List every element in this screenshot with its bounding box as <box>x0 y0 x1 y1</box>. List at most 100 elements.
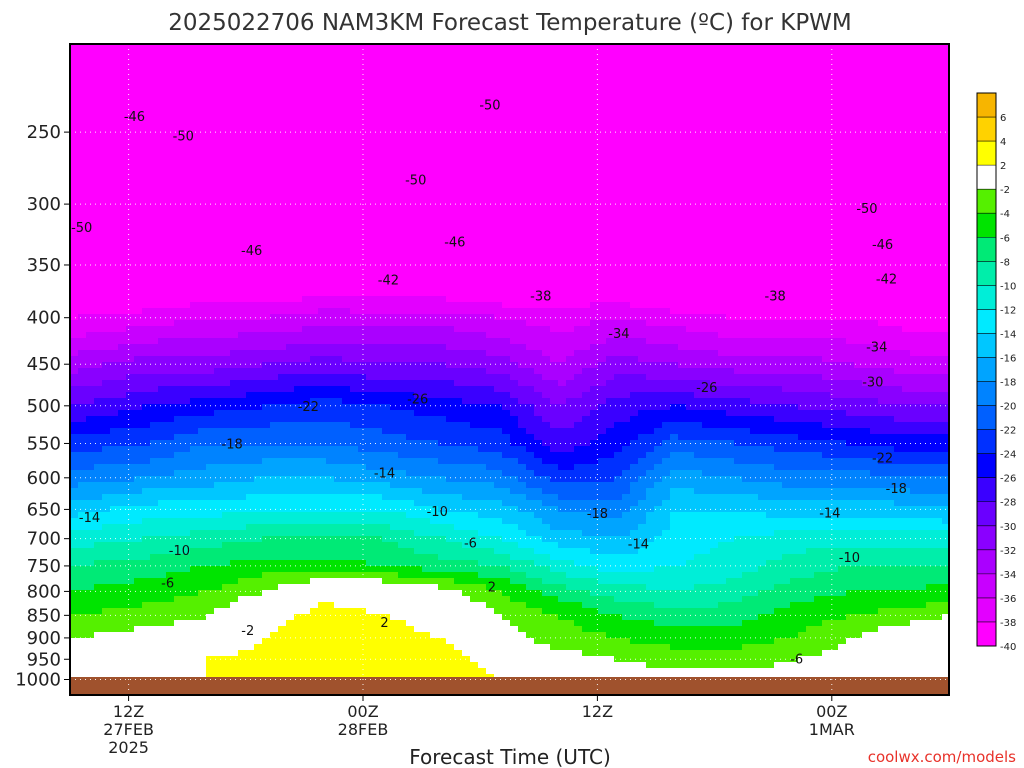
temperature-cell <box>670 194 679 201</box>
temperature-cell <box>726 110 735 117</box>
temperature-cell <box>558 278 567 285</box>
temperature-cell <box>582 50 591 57</box>
temperature-cell <box>94 170 103 177</box>
temperature-cell <box>646 200 655 207</box>
temperature-cell <box>294 290 303 297</box>
temperature-cell <box>822 296 831 303</box>
temperature-cell <box>830 80 839 87</box>
temperature-cell <box>518 128 527 135</box>
temperature-cell <box>278 176 287 183</box>
temperature-cell <box>446 230 455 237</box>
temperature-cell <box>238 56 247 63</box>
temperature-cell <box>662 254 671 261</box>
temperature-cell <box>566 272 575 279</box>
temperature-cell <box>902 122 911 129</box>
temperature-cell <box>718 278 727 285</box>
temperature-cell <box>126 44 135 51</box>
temperature-cell <box>630 290 639 297</box>
temperature-cell <box>406 86 415 93</box>
temperature-cell <box>894 308 903 315</box>
temperature-cell <box>102 194 111 201</box>
temperature-cell <box>590 194 599 201</box>
temperature-cell <box>934 236 943 243</box>
temperature-cell <box>238 302 247 309</box>
temperature-cell <box>518 116 527 123</box>
temperature-cell <box>630 122 639 129</box>
temperature-cell <box>742 98 751 105</box>
temperature-cell <box>286 182 295 189</box>
temperature-cell <box>118 158 127 165</box>
temperature-cell <box>470 206 479 213</box>
temperature-cell <box>110 104 119 111</box>
temperature-cell <box>878 308 887 315</box>
temperature-cell <box>494 272 503 279</box>
temperature-cell <box>590 158 599 165</box>
temperature-cell <box>302 254 311 261</box>
temperature-cell <box>294 188 303 195</box>
temperature-cell <box>902 296 911 303</box>
temperature-cell <box>646 248 655 255</box>
temperature-cell <box>366 92 375 99</box>
temperature-cell <box>278 308 287 315</box>
temperature-cell <box>830 248 839 255</box>
temperature-cell <box>622 116 631 123</box>
temperature-cell <box>862 278 871 285</box>
temperature-cell <box>198 272 207 279</box>
temperature-cell <box>198 278 207 285</box>
temperature-cell <box>622 236 631 243</box>
temperature-cell <box>830 92 839 99</box>
temperature-cell <box>406 92 415 99</box>
temperature-cell <box>294 284 303 291</box>
temperature-cell <box>670 302 679 309</box>
temperature-cell <box>150 116 159 123</box>
temperature-cell <box>694 230 703 237</box>
temperature-cell <box>870 194 879 201</box>
temperature-cell <box>102 236 111 243</box>
temperature-cell <box>390 50 399 57</box>
temperature-cell <box>870 272 879 279</box>
temperature-cell <box>574 122 583 129</box>
temperature-cell <box>350 242 359 249</box>
temperature-cell <box>558 140 567 147</box>
temperature-cell <box>934 272 943 279</box>
temperature-cell <box>694 308 703 315</box>
temperature-cell <box>686 224 695 231</box>
temperature-cell <box>566 152 575 159</box>
temperature-cell <box>766 56 775 63</box>
temperature-cell <box>222 152 231 159</box>
temperature-cell <box>118 242 127 249</box>
temperature-cell <box>558 308 567 315</box>
temperature-cell <box>310 98 319 105</box>
temperature-cell <box>510 206 519 213</box>
temperature-cell <box>902 290 911 297</box>
temperature-cell <box>166 200 175 207</box>
temperature-cell <box>670 206 679 213</box>
temperature-cell <box>742 170 751 177</box>
temperature-cell <box>470 176 479 183</box>
temperature-cell <box>110 110 119 117</box>
temperature-cell <box>838 296 847 303</box>
temperature-cell <box>198 86 207 93</box>
temperature-cell <box>318 266 327 273</box>
temperature-cell <box>766 98 775 105</box>
temperature-cell <box>566 146 575 153</box>
temperature-cell <box>150 314 159 321</box>
temperature-cell <box>70 236 79 243</box>
temperature-cell <box>462 56 471 63</box>
temperature-cell <box>446 182 455 189</box>
temperature-cell <box>862 290 871 297</box>
temperature-cell <box>662 290 671 297</box>
temperature-cell <box>886 74 895 81</box>
temperature-cell <box>790 104 799 111</box>
temperature-cell <box>150 260 159 267</box>
temperature-cell <box>702 170 711 177</box>
temperature-cell <box>262 254 271 261</box>
temperature-cell <box>926 146 935 153</box>
temperature-cell <box>614 176 623 183</box>
temperature-cell <box>134 272 143 279</box>
temperature-cell <box>678 248 687 255</box>
temperature-cell <box>422 296 431 303</box>
temperature-cell <box>206 284 215 291</box>
temperature-cell <box>942 230 949 237</box>
temperature-cell <box>422 290 431 297</box>
